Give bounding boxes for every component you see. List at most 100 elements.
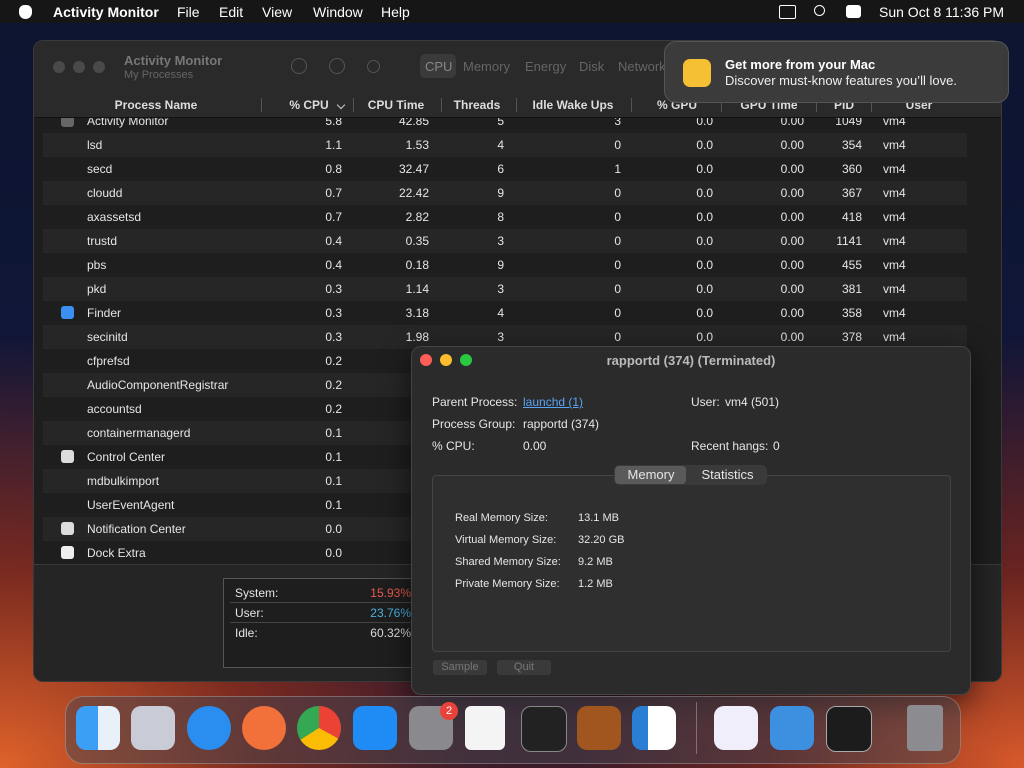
process-row[interactable]: secd 0.8 32.47 6 1 0.0 0.00 360 vm4 — [43, 157, 967, 181]
process-row[interactable]: lsd 1.1 1.53 4 0 0.0 0.00 354 vm4 — [43, 133, 967, 157]
zoom-button[interactable] — [460, 354, 472, 366]
visual-studio-icon[interactable] — [714, 706, 758, 750]
launchpad-icon[interactable] — [131, 706, 175, 750]
chrome-icon[interactable] — [297, 706, 341, 750]
menu[interactable]: File — [177, 4, 200, 20]
summary-label: User: — [235, 606, 264, 620]
cell: vm4 — [883, 330, 906, 344]
zoom-button[interactable] — [93, 61, 105, 73]
stop-button[interactable] — [291, 58, 307, 74]
label: % CPU: — [432, 439, 475, 453]
cell: pkd — [87, 282, 107, 296]
activity-monitor-icon[interactable] — [826, 706, 872, 752]
search-icon[interactable] — [814, 5, 825, 16]
dock-divider — [696, 702, 697, 754]
status-icon[interactable] — [779, 5, 796, 19]
info-button[interactable] — [329, 58, 345, 74]
summary-value: 23.76% — [370, 606, 411, 620]
menu[interactable]: Edit — [219, 4, 244, 20]
column-header[interactable]: Threads — [453, 98, 501, 112]
tab[interactable]: Memory — [463, 59, 510, 74]
cell: 0.0 — [696, 306, 713, 320]
firefox-icon[interactable] — [242, 706, 286, 750]
close-button[interactable] — [53, 61, 65, 73]
cpu-summary: System: 15.93% User: 23.76% Idle: 60.32% — [223, 578, 420, 668]
cell: 3 — [614, 118, 621, 128]
cell: 378 — [841, 330, 862, 344]
window-subtitle: My Processes — [124, 69, 194, 81]
textedit-icon[interactable] — [465, 706, 505, 750]
garageband-icon[interactable] — [577, 706, 621, 750]
cell: vm4 — [883, 138, 906, 152]
tab[interactable]: Network — [618, 59, 666, 74]
segment[interactable]: Memory — [627, 467, 675, 482]
process-icon — [61, 118, 74, 127]
safari-icon[interactable] — [187, 706, 231, 750]
control-center-icon[interactable] — [846, 5, 861, 18]
segment[interactable]: Statistics — [701, 467, 754, 482]
process-row[interactable]: axassetsd 0.7 2.82 8 0 0.0 0.00 418 vm4 — [43, 205, 967, 229]
sample-button[interactable]: Sample — [433, 660, 487, 675]
process-row[interactable]: Finder 0.3 3.18 4 0 0.0 0.00 358 vm4 — [43, 301, 967, 325]
apple-menu[interactable] — [19, 5, 32, 19]
cell: 367 — [841, 186, 862, 200]
app-store-icon[interactable] — [353, 706, 397, 750]
notification[interactable]: Get more from your Mac Discover must-kno… — [664, 41, 1009, 103]
cell: 1 — [614, 162, 621, 176]
cell: 0.4 — [325, 234, 342, 248]
tab[interactable]: Disk — [579, 59, 605, 74]
tips-icon — [683, 59, 711, 87]
cell: Activity Monitor — [87, 118, 169, 128]
cell: 0.0 — [696, 258, 713, 272]
memory-label: Shared Memory Size: — [455, 556, 561, 568]
vscode-icon[interactable] — [632, 706, 676, 750]
cell: 1049 — [835, 118, 862, 128]
cell: axassetsd — [87, 210, 142, 224]
cell: 0.0 — [696, 186, 713, 200]
menu[interactable]: View — [262, 4, 293, 20]
cell: 0.8 — [325, 162, 342, 176]
cell: 9 — [497, 186, 504, 200]
cell: 381 — [841, 282, 862, 296]
cell: 1.53 — [405, 138, 429, 152]
clock[interactable]: Sun Oct 8 11:36 PM — [879, 4, 1005, 20]
column-header[interactable]: Process Name — [114, 98, 198, 112]
minimize-button[interactable] — [440, 354, 452, 366]
terminal-icon[interactable] — [521, 706, 567, 752]
process-row[interactable]: cloudd 0.7 22.42 9 0 0.0 0.00 367 vm4 — [43, 181, 967, 205]
memory-label: Private Memory Size: — [455, 578, 560, 590]
column-separator — [261, 98, 262, 112]
action-button[interactable] — [367, 60, 380, 73]
finder-icon[interactable] — [76, 706, 120, 750]
process-row[interactable]: pkd 0.3 1.14 3 0 0.0 0.00 381 vm4 — [43, 277, 967, 301]
cell: 360 — [841, 162, 862, 176]
weather-icon[interactable] — [770, 706, 814, 750]
column-header[interactable]: CPU Time — [367, 98, 425, 112]
memory-label: Virtual Memory Size: — [455, 534, 557, 546]
value: rapportd (374) — [523, 417, 600, 431]
process-row[interactable]: Activity Monitor 5.8 42.85 5 3 0.0 0.00 1049 vm4 — [43, 118, 967, 133]
minimize-button[interactable] — [73, 61, 85, 73]
column-header[interactable]: % CPU — [289, 98, 329, 112]
cell: 418 — [841, 210, 862, 224]
cell: 0.0 — [696, 282, 713, 296]
menu[interactable]: Help — [381, 4, 410, 20]
process-icon — [61, 450, 74, 463]
process-row[interactable]: secinitd 0.3 1.98 3 0 0.0 0.00 378 vm4 — [43, 325, 967, 349]
menu[interactable]: Window — [313, 4, 363, 20]
summary-divider — [230, 622, 413, 623]
column-separator — [516, 98, 517, 112]
process-row[interactable]: pbs 0.4 0.18 9 0 0.0 0.00 455 vm4 — [43, 253, 967, 277]
column-header[interactable]: Idle Wake Ups — [532, 98, 614, 112]
trash-icon[interactable] — [907, 705, 943, 751]
tab[interactable]: Energy — [525, 59, 567, 74]
process-row[interactable]: trustd 0.4 0.35 3 0 0.0 0.00 1141 vm4 — [43, 229, 967, 253]
cell: 0 — [614, 306, 621, 320]
close-button[interactable] — [420, 354, 432, 366]
cell: vm4 — [883, 162, 906, 176]
quit-button[interactable]: Quit — [497, 660, 551, 675]
cell: Control Center — [87, 450, 166, 464]
tab[interactable]: CPU — [425, 59, 453, 74]
app-menu[interactable]: Activity Monitor — [53, 4, 159, 20]
parent-link[interactable]: launchd (1) — [523, 395, 584, 409]
